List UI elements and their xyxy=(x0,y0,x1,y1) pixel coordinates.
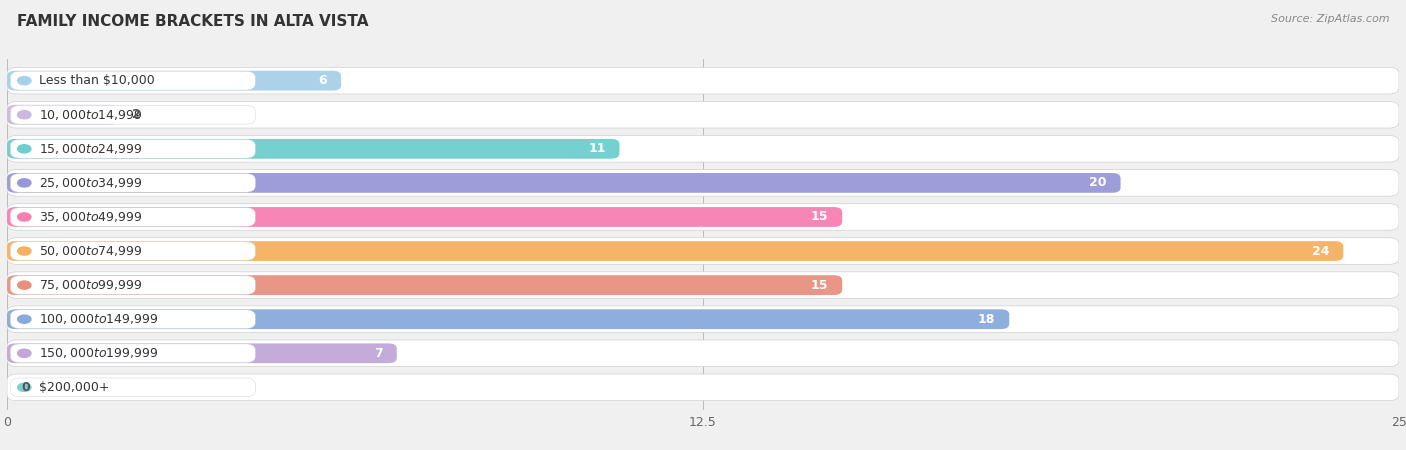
FancyBboxPatch shape xyxy=(10,276,256,294)
FancyBboxPatch shape xyxy=(7,204,1399,230)
Text: 15: 15 xyxy=(811,279,828,292)
Circle shape xyxy=(18,179,31,187)
Text: $35,000 to $49,999: $35,000 to $49,999 xyxy=(39,210,143,224)
Circle shape xyxy=(18,213,31,221)
FancyBboxPatch shape xyxy=(10,174,256,192)
Circle shape xyxy=(18,76,31,85)
Text: 24: 24 xyxy=(1312,244,1330,257)
Text: 0: 0 xyxy=(21,381,30,394)
FancyBboxPatch shape xyxy=(7,135,1399,162)
Circle shape xyxy=(18,111,31,119)
FancyBboxPatch shape xyxy=(7,309,1010,329)
FancyBboxPatch shape xyxy=(7,241,1343,261)
Text: 6: 6 xyxy=(319,74,328,87)
FancyBboxPatch shape xyxy=(7,170,1399,196)
FancyBboxPatch shape xyxy=(7,275,842,295)
FancyBboxPatch shape xyxy=(7,105,118,125)
Text: $50,000 to $74,999: $50,000 to $74,999 xyxy=(39,244,143,258)
FancyBboxPatch shape xyxy=(7,238,1399,264)
FancyBboxPatch shape xyxy=(7,71,342,90)
Text: $200,000+: $200,000+ xyxy=(39,381,110,394)
Circle shape xyxy=(18,247,31,255)
Text: 7: 7 xyxy=(374,347,382,360)
FancyBboxPatch shape xyxy=(10,71,256,90)
FancyBboxPatch shape xyxy=(7,272,1399,298)
Circle shape xyxy=(18,315,31,323)
Text: 15: 15 xyxy=(811,211,828,224)
FancyBboxPatch shape xyxy=(7,173,1121,193)
FancyBboxPatch shape xyxy=(7,306,1399,333)
FancyBboxPatch shape xyxy=(7,374,1399,400)
FancyBboxPatch shape xyxy=(10,140,256,158)
Text: 11: 11 xyxy=(588,142,606,155)
Text: Source: ZipAtlas.com: Source: ZipAtlas.com xyxy=(1271,14,1389,23)
Circle shape xyxy=(18,281,31,289)
Circle shape xyxy=(18,145,31,153)
FancyBboxPatch shape xyxy=(10,207,256,226)
FancyBboxPatch shape xyxy=(10,242,256,261)
Text: $10,000 to $14,999: $10,000 to $14,999 xyxy=(39,108,143,122)
FancyBboxPatch shape xyxy=(7,207,842,227)
Text: $100,000 to $149,999: $100,000 to $149,999 xyxy=(39,312,159,326)
Text: $25,000 to $34,999: $25,000 to $34,999 xyxy=(39,176,143,190)
FancyBboxPatch shape xyxy=(10,344,256,363)
Circle shape xyxy=(18,349,31,357)
Circle shape xyxy=(18,383,31,392)
FancyBboxPatch shape xyxy=(7,139,620,159)
Text: Less than $10,000: Less than $10,000 xyxy=(39,74,155,87)
Text: 2: 2 xyxy=(132,108,141,121)
FancyBboxPatch shape xyxy=(7,340,1399,367)
Text: $150,000 to $199,999: $150,000 to $199,999 xyxy=(39,346,159,360)
Text: $15,000 to $24,999: $15,000 to $24,999 xyxy=(39,142,143,156)
FancyBboxPatch shape xyxy=(10,378,256,397)
FancyBboxPatch shape xyxy=(7,68,1399,94)
FancyBboxPatch shape xyxy=(7,101,1399,128)
FancyBboxPatch shape xyxy=(7,343,396,363)
FancyBboxPatch shape xyxy=(10,105,256,124)
Text: 18: 18 xyxy=(979,313,995,326)
Text: $75,000 to $99,999: $75,000 to $99,999 xyxy=(39,278,143,292)
Text: 20: 20 xyxy=(1090,176,1107,189)
Text: FAMILY INCOME BRACKETS IN ALTA VISTA: FAMILY INCOME BRACKETS IN ALTA VISTA xyxy=(17,14,368,28)
FancyBboxPatch shape xyxy=(10,310,256,328)
